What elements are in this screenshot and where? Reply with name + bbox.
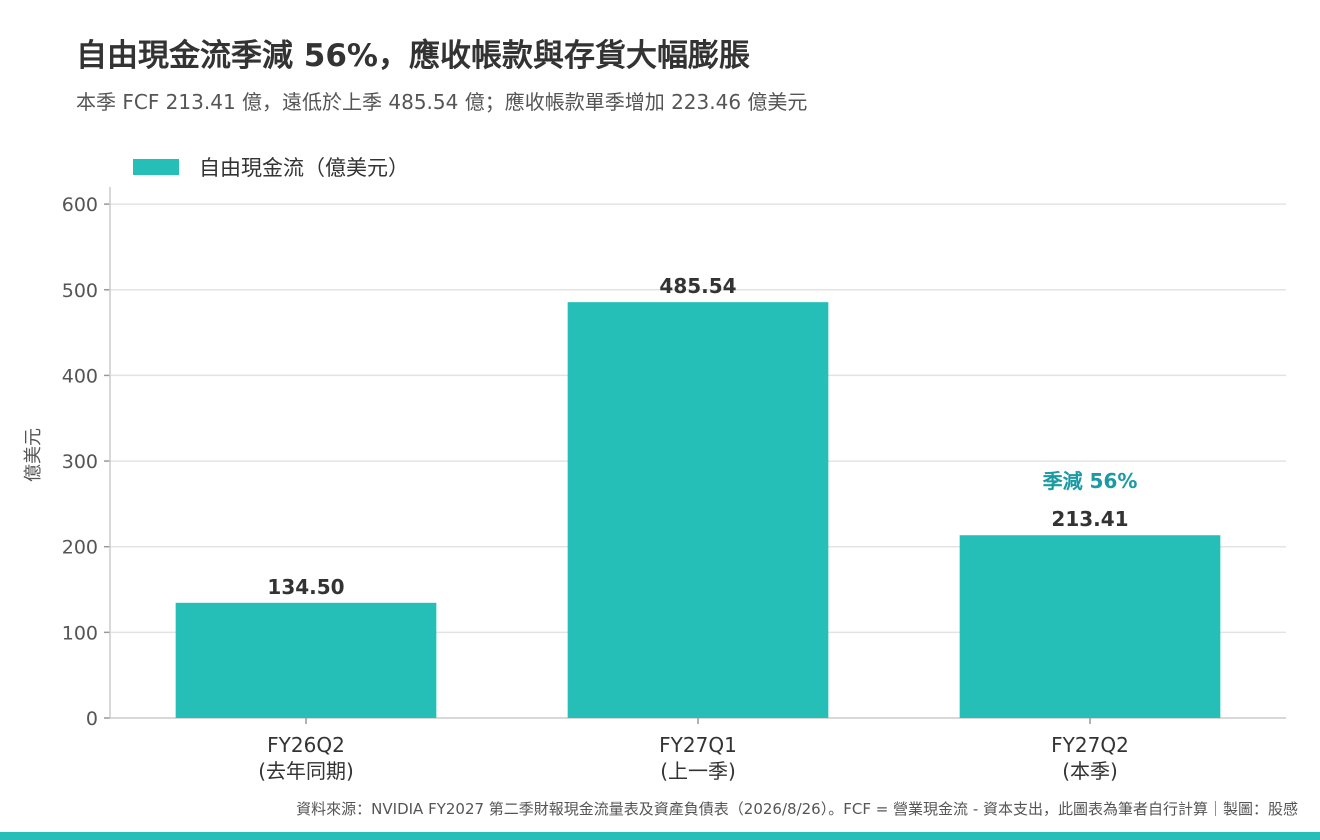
change-annotation: 季減 56% xyxy=(1042,469,1138,493)
source-note: 資料來源：NVIDIA FY2027 第二季財報現金流量表及資產負債表（2026… xyxy=(296,800,1298,818)
bar xyxy=(959,535,1221,718)
bar xyxy=(567,302,829,718)
y-tick-label: 100 xyxy=(62,622,98,644)
bottom-accent-bar xyxy=(0,832,1320,840)
data-label: 485.54 xyxy=(659,274,736,298)
x-tick-label: FY27Q2 xyxy=(1051,733,1129,757)
x-tick-label: (去年同期) xyxy=(258,759,354,783)
x-tick-label: FY27Q1 xyxy=(659,733,737,757)
chart-subtitle: 本季 FCF 213.41 億，遠低於上季 485.54 億；應收帳款單季增加 … xyxy=(76,90,808,114)
legend: 自由現金流（億美元） xyxy=(133,152,409,182)
x-tick-label: FY26Q2 xyxy=(267,733,345,757)
legend-swatch xyxy=(133,159,179,175)
y-tick-label: 300 xyxy=(62,451,98,473)
data-label: 134.50 xyxy=(267,575,344,599)
y-tick-label: 0 xyxy=(86,708,98,730)
legend-label: 自由現金流（億美元） xyxy=(199,156,409,180)
y-tick-label: 200 xyxy=(62,537,98,559)
y-tick-label: 400 xyxy=(62,365,98,387)
y-tick-label: 600 xyxy=(62,194,98,216)
y-tick-label: 500 xyxy=(62,280,98,302)
data-label: 213.41 xyxy=(1051,507,1128,531)
bar xyxy=(175,602,437,718)
x-tick-label: (上一季) xyxy=(660,759,736,783)
x-tick-label: (本季) xyxy=(1062,759,1118,783)
chart-title: 自由現金流季減 56%，應收帳款與存貨大幅膨脹 xyxy=(76,38,750,74)
